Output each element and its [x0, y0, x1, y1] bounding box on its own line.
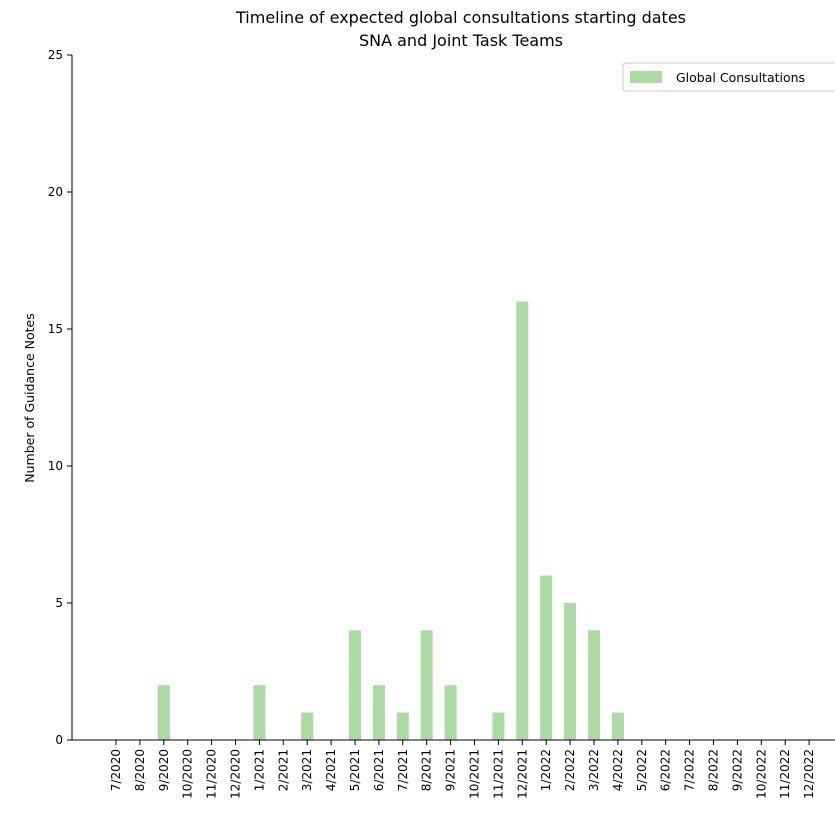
y-ticks-group: 0 5 10 15 20 25: [48, 48, 72, 747]
bar-8-2021: [420, 630, 433, 740]
x-tick-label: 4/2021: [324, 749, 338, 791]
y-axis-label: Number of Guidance Notes: [22, 313, 37, 482]
x-tick-label: 6/2021: [372, 749, 386, 791]
legend-frame: [622, 62, 835, 92]
x-tick-label: 7/2022: [683, 749, 697, 791]
x-tick-label: 5/2021: [348, 749, 362, 791]
y-tick-label: 10: [48, 459, 63, 473]
x-tick-label: 8/2020: [133, 749, 147, 791]
bar-11-2021: [492, 712, 505, 740]
y-tick-label: 15: [48, 322, 63, 336]
x-tick-label: 2/2022: [563, 749, 577, 791]
x-tick-label: 10/2021: [468, 749, 482, 799]
x-tick-label: 3/2021: [300, 749, 314, 791]
y-tick-label: 0: [55, 733, 63, 747]
x-tick-label: 9/2020: [157, 749, 171, 791]
legend-swatch: [630, 71, 662, 83]
x-tick-label: 10/2020: [181, 749, 195, 799]
chart-title: Timeline of expected global consultation…: [235, 8, 686, 27]
x-tick-label: 7/2020: [109, 749, 123, 791]
legend-label: Global Consultations: [676, 70, 805, 85]
bar-9-2020: [157, 685, 170, 740]
bar-1-2022: [540, 575, 553, 740]
bar-1-2021: [253, 685, 266, 740]
x-tick-label: 9/2022: [730, 749, 744, 791]
x-tick-label: 12/2022: [802, 749, 816, 799]
y-tick-label: 5: [55, 596, 63, 610]
bars-group: [157, 301, 624, 740]
bar-3-2021: [301, 712, 314, 740]
x-tick-label: 12/2020: [229, 749, 243, 799]
axes-group: [71, 55, 835, 741]
bar-2-2022: [564, 603, 577, 740]
x-tick-label: 11/2022: [778, 749, 792, 799]
x-tick-label: 8/2022: [707, 749, 721, 791]
x-tick-label: 11/2020: [205, 749, 219, 799]
legend: Global Consultations: [622, 62, 835, 92]
chart-subtitle: SNA and Joint Task Teams: [359, 31, 563, 50]
bar-9-2021: [444, 685, 457, 740]
x-tick-label: 1/2022: [539, 749, 553, 791]
bar-4-2022: [611, 712, 624, 740]
x-tick-label: 7/2021: [396, 749, 410, 791]
x-tick-label: 3/2022: [587, 749, 601, 791]
bar-12-2021: [516, 301, 529, 740]
x-tick-label: 5/2022: [635, 749, 649, 791]
x-tick-label: 8/2021: [420, 749, 434, 791]
x-tick-label: 1/2021: [252, 749, 266, 791]
x-tick-label: 4/2022: [611, 749, 625, 791]
bar-5-2021: [349, 630, 361, 740]
x-tick-label: 9/2021: [444, 749, 458, 791]
y-tick-label: 20: [48, 185, 63, 199]
x-ticks-group: 7/2020 8/2020 9/2020 10/2020 11/2020 12/2020 1…: [109, 740, 816, 799]
bar-7-2021: [396, 712, 409, 740]
bar-6-2021: [372, 685, 385, 740]
x-tick-label: 11/2021: [491, 749, 505, 799]
x-tick-label: 10/2022: [754, 749, 768, 799]
y-tick-label: 25: [48, 48, 63, 62]
x-tick-label: 6/2022: [659, 749, 673, 791]
x-tick-label: 2/2021: [276, 749, 290, 791]
x-tick-label: 12/2021: [515, 749, 529, 799]
bar-3-2022: [588, 630, 600, 740]
